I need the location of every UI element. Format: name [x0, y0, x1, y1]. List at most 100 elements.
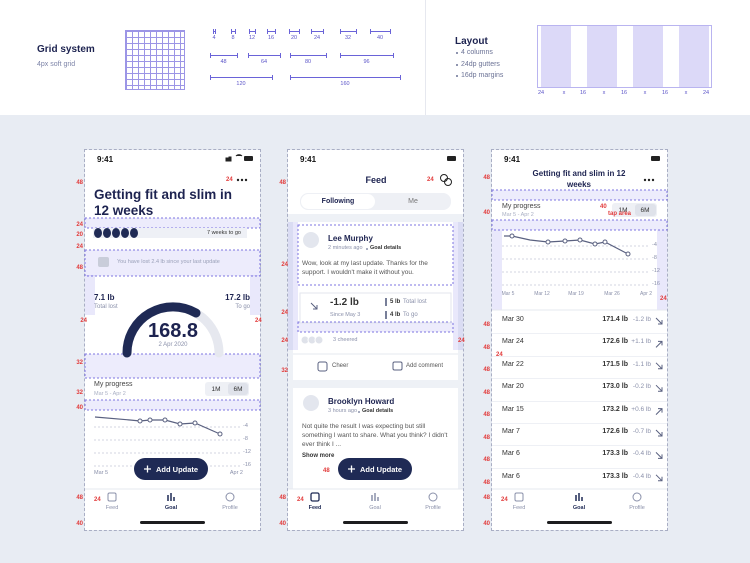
ruler: [340, 31, 356, 32]
spacing-mark: 24: [281, 338, 288, 344]
ruler-label: 4: [212, 35, 216, 41]
post-link[interactable]: Goal details: [362, 408, 394, 414]
metric-box: [299, 292, 452, 324]
progress-range: Mar 5 - Apr 2: [94, 391, 126, 397]
tab[interactable]: Goal: [369, 505, 381, 511]
ruler-end: [272, 75, 273, 80]
add-update-button[interactable]: Add Update: [156, 465, 199, 474]
progress-points: [509, 233, 631, 257]
spacing-mark: 24: [76, 244, 83, 250]
spacing-mark: 40: [483, 521, 490, 527]
metric-label: Total lost: [403, 299, 427, 305]
trend-arrow: [655, 474, 663, 482]
show-more[interactable]: Show more: [302, 453, 335, 459]
entry-weight: 173.0 lb: [602, 383, 628, 391]
progress-title: My progress: [94, 381, 133, 388]
spacing-mark: 24: [281, 262, 288, 268]
measure-label: 24: [537, 90, 545, 96]
ruler-end: [215, 29, 216, 34]
tab-icon: [167, 493, 175, 501]
home-indicator: [547, 521, 612, 524]
trend-arrows: [655, 317, 663, 482]
spacing-mark: 24: [76, 222, 83, 228]
settings-icon: [440, 174, 452, 186]
range-option[interactable]: 1M: [618, 207, 628, 214]
entry-change: -0.2 lb: [632, 383, 651, 391]
spacing-mark: 40: [76, 405, 83, 411]
range-option[interactable]: 6M: [233, 386, 243, 393]
ruler-end: [323, 29, 324, 34]
separator-dot: [366, 248, 368, 250]
spacing-mark: 32: [76, 360, 83, 366]
chart-grid: [502, 245, 648, 286]
ruler: [210, 77, 272, 78]
screen-title: Getting fit and slim in 12 weeks: [94, 187, 232, 218]
section-subtitle: 4px soft grid: [37, 61, 76, 68]
tab-icon: [310, 492, 320, 502]
spacing-mark: 48: [279, 180, 286, 186]
measure-label: x: [562, 90, 566, 96]
ruler-end: [213, 29, 214, 34]
tab[interactable]: Feed: [512, 505, 526, 511]
progress-screen-shapes: [491, 156, 668, 524]
spacing-mark: 48: [76, 180, 83, 186]
current-date: 2 Apr 2020: [158, 342, 188, 348]
cheer-action[interactable]: Cheer: [332, 363, 349, 369]
spacing-mark: 48: [76, 495, 83, 501]
tab-icon: [428, 492, 438, 502]
range-option[interactable]: 1M: [211, 386, 221, 393]
comment-action[interactable]: Add comment: [406, 363, 444, 369]
row-divider: [492, 423, 667, 424]
tab[interactable]: Profile: [425, 505, 441, 511]
column: [541, 26, 571, 87]
spacing-overlay: [84, 399, 261, 411]
progress-track: [93, 228, 247, 238]
tab[interactable]: Goal: [164, 505, 178, 511]
since-label: Since May 3: [330, 312, 361, 318]
spacing-mark: 24: [255, 318, 262, 324]
tab[interactable]: Goal: [572, 505, 586, 511]
ruler: [249, 31, 255, 32]
update-note: You have lost 2.4 lb since your last upd…: [117, 259, 220, 265]
ruler: [311, 31, 323, 32]
tab[interactable]: Profile: [629, 505, 645, 511]
tab-icon: [514, 492, 524, 502]
date-label: Mar 12: [534, 291, 550, 297]
measure-label: x: [684, 90, 688, 96]
ruler-end: [289, 29, 290, 34]
plus-icon: [348, 465, 355, 473]
add-update-button[interactable]: Add Update: [360, 465, 403, 474]
spacing-mark: 24: [226, 177, 233, 183]
spacing-mark: 48: [323, 468, 330, 474]
segment[interactable]: Following: [321, 198, 355, 205]
post-link[interactable]: Goal details: [370, 245, 402, 251]
axis-label: -16: [652, 281, 660, 287]
spacing-mark: 48: [483, 322, 490, 328]
tab-icon: [632, 492, 642, 502]
axis-label: -16: [243, 462, 251, 468]
spacing-overlay: [453, 222, 463, 350]
spacing-overlay: [84, 353, 261, 379]
range-option[interactable]: 6M: [640, 207, 650, 214]
tab[interactable]: Feed: [308, 505, 322, 511]
ruler-end: [210, 53, 211, 58]
entry-change: +0.6 lb: [631, 405, 651, 413]
total-lost: 7.1 lb: [94, 293, 115, 302]
column: [679, 26, 709, 87]
tab[interactable]: Profile: [222, 505, 238, 511]
home-indicator: [140, 521, 205, 524]
trend-arrow: [310, 302, 318, 310]
spacing-overlay: [492, 230, 502, 310]
metric-value: 5 lb: [390, 299, 401, 305]
battery: [651, 156, 660, 161]
trend-arrow: [655, 429, 663, 437]
measure-label: x: [602, 90, 606, 96]
spacing-mark: 48: [483, 345, 490, 351]
segment[interactable]: Me: [408, 198, 418, 205]
date-label: Apr 2: [640, 291, 652, 297]
tab-icon: [575, 493, 583, 501]
tab[interactable]: Feed: [105, 505, 119, 511]
entry-date: Mar 15: [502, 405, 524, 413]
scale-icon: [98, 257, 109, 267]
weeks-left: 7 weeks to go: [207, 230, 241, 236]
